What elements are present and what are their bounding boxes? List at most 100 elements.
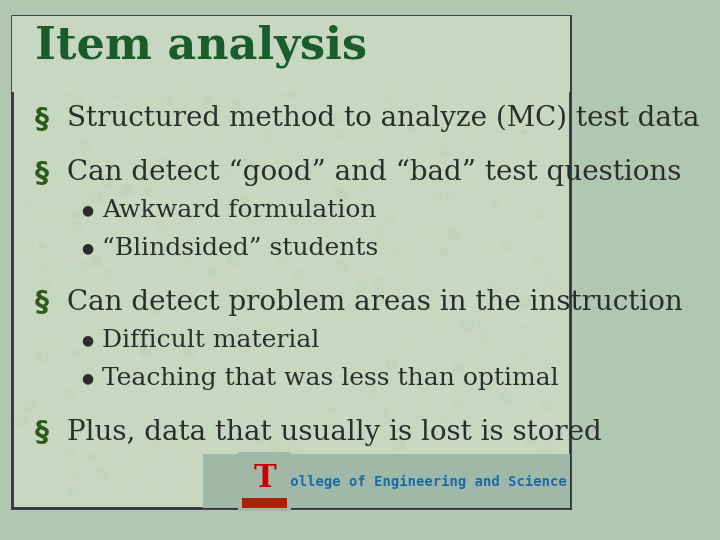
Point [41,266,53,275]
Point [545,275,557,284]
Point [285,55,297,64]
Point [454,46,465,55]
Point [237,460,248,468]
FancyBboxPatch shape [12,16,570,92]
Point [105,52,117,60]
Point [35,258,47,267]
Point [458,357,469,366]
Point [96,194,107,202]
Point [103,267,114,276]
Point [420,300,432,308]
Point [239,473,251,482]
Point [441,191,453,199]
Point [379,410,390,418]
Point [438,26,449,35]
FancyBboxPatch shape [243,498,287,508]
Point [418,145,430,153]
Point [329,93,341,102]
Point [402,338,414,346]
Point [472,494,484,503]
Point [89,167,100,176]
Point [275,255,287,264]
Point [426,429,438,438]
Point [258,431,269,440]
Point [405,125,416,133]
Point [167,131,179,140]
Point [181,92,193,101]
Point [316,314,328,322]
Point [229,100,240,109]
Point [143,186,155,195]
Point [524,145,536,153]
Text: Can detect problem areas in the instruction: Can detect problem areas in the instruct… [67,289,683,316]
Point [176,492,188,501]
Point [486,282,498,291]
Point [71,96,83,105]
Point [102,364,113,373]
Point [269,434,280,443]
Point [269,440,281,449]
Point [169,376,181,384]
Point [366,481,378,489]
Point [336,261,348,269]
Point [256,215,267,224]
Point [24,201,35,210]
Text: Teaching that was less than optimal: Teaching that was less than optimal [102,367,558,389]
Point [343,430,354,438]
Point [35,242,47,251]
Point [16,416,27,424]
Point [205,267,217,275]
Point [406,153,418,161]
Point [266,111,278,120]
Point [323,114,334,123]
Point [314,296,325,305]
Point [501,73,513,82]
Point [157,123,168,131]
Point [91,90,102,98]
Point [441,419,452,428]
Point [329,163,341,171]
Point [478,323,490,332]
Point [151,441,163,449]
Point [161,96,172,104]
Point [39,413,50,421]
Point [500,393,511,402]
Point [395,113,406,122]
Point [210,101,221,110]
Point [432,192,444,201]
Point [248,403,259,411]
Point [215,161,226,170]
Point [541,445,553,454]
Point [139,94,150,103]
Point [251,471,263,480]
Text: Plus, data that usually is lost is stored: Plus, data that usually is lost is store… [67,418,602,445]
Point [108,484,120,492]
Point [88,261,99,270]
Point [63,389,75,398]
Point [158,157,169,165]
Point [48,216,60,225]
Point [462,381,474,389]
Point [76,278,88,286]
Point [22,418,33,427]
Point [43,422,55,431]
Point [419,386,431,395]
Point [24,317,35,326]
Text: ●: ● [81,371,94,385]
Point [35,207,46,215]
Point [437,90,449,99]
Point [298,406,310,414]
Point [517,322,528,331]
Point [141,476,153,485]
Point [521,492,533,501]
Point [523,160,535,169]
FancyBboxPatch shape [12,16,570,508]
Point [477,334,488,343]
Point [69,262,81,271]
Text: §: § [35,105,49,133]
Point [223,43,235,52]
Point [382,96,394,104]
Point [385,360,397,368]
Point [384,214,396,223]
Point [227,255,238,264]
